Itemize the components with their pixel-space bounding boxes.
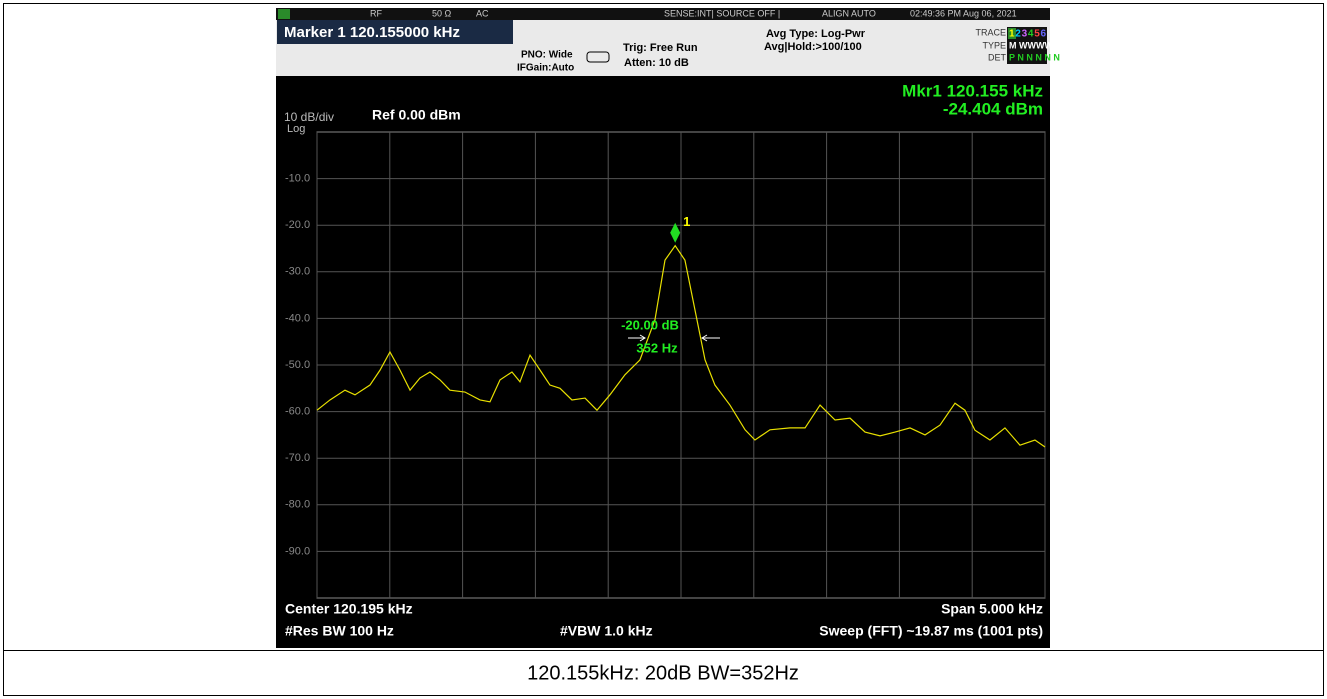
scale: 10 dB/div xyxy=(284,110,334,124)
status-icon xyxy=(278,9,290,19)
avg-type: Avg Type: Log-Pwr xyxy=(766,28,866,40)
toggle-icon xyxy=(586,51,610,63)
det-value: P N N N N N xyxy=(1009,52,1060,62)
rbw: #Res BW 100 Hz xyxy=(285,623,394,639)
trig: Trig: Free Run xyxy=(623,42,698,54)
status-coupling: AC xyxy=(476,8,489,18)
marker xyxy=(670,222,681,243)
scale-type: Log xyxy=(287,123,305,135)
digit-highlight xyxy=(1008,28,1016,39)
y-tick-label: -60.0 xyxy=(285,406,310,418)
status-sense: SENSE:INT| SOURCE OFF | xyxy=(664,8,780,18)
atten: Atten: 10 dB xyxy=(624,57,689,69)
center-freq: Center 120.195 kHz xyxy=(285,601,413,617)
arrow-right xyxy=(701,334,720,342)
ifgain: IFGain:Auto xyxy=(517,63,574,74)
marker-label: 1 xyxy=(683,214,690,229)
trace-digit: 1 xyxy=(1009,29,1015,40)
trace-digit: 6 xyxy=(1041,29,1047,40)
y-tick-label: -50.0 xyxy=(285,359,310,371)
annotation-db: -20.00 dB xyxy=(621,317,679,332)
marker-bar xyxy=(277,20,513,44)
y-tick-label: -70.0 xyxy=(285,452,310,464)
ref-level: Ref 0.00 dBm xyxy=(372,107,461,123)
marker-readout-level: -24.404 dBm xyxy=(943,99,1043,118)
sweep: Sweep (FFT) ~19.87 ms (1001 pts) xyxy=(819,623,1043,639)
status-align: ALIGN AUTO xyxy=(822,8,876,18)
trace-digit: 5 xyxy=(1034,29,1040,40)
annotation-bw: 352 Hz xyxy=(636,340,678,355)
status-bar xyxy=(276,8,1050,20)
det-label: DET xyxy=(988,52,1007,62)
span: Span 5.000 kHz xyxy=(941,601,1043,617)
status-rf: RF xyxy=(370,8,382,18)
pno: PNO: Wide xyxy=(521,50,573,61)
y-tick-label: -80.0 xyxy=(285,499,310,511)
status-time: 02:49:36 PM Aug 06, 2021 xyxy=(910,8,1017,18)
status-impedance: 50 Ω xyxy=(432,8,452,18)
vbw: #VBW 1.0 kHz xyxy=(560,623,653,639)
y-tick-label: -30.0 xyxy=(285,266,310,278)
y-tick-label: -20.0 xyxy=(285,219,310,231)
y-tick-label: -40.0 xyxy=(285,312,310,324)
trace-digit: 4 xyxy=(1028,29,1034,40)
avg-hold: Avg|Hold:>100/100 xyxy=(764,41,862,53)
trace-digit: 3 xyxy=(1022,29,1028,40)
caption: 120.155kHz: 20dB BW=352Hz xyxy=(527,662,799,684)
arrow-left xyxy=(628,334,646,342)
trace-label: TRACE xyxy=(975,27,1006,37)
screen xyxy=(276,76,1050,648)
type-value: M WWWWW xyxy=(1009,40,1062,50)
marker-title: Marker 1 120.155000 kHz xyxy=(284,24,460,41)
y-tick-label: -10.0 xyxy=(285,173,310,185)
marker-readout-freq: Mkr1 120.155 kHz xyxy=(902,81,1043,100)
trace-digit: 2 xyxy=(1015,29,1021,40)
trace xyxy=(316,244,1046,448)
type-label: TYPE xyxy=(982,40,1006,50)
y-tick-label: -90.0 xyxy=(285,545,310,557)
